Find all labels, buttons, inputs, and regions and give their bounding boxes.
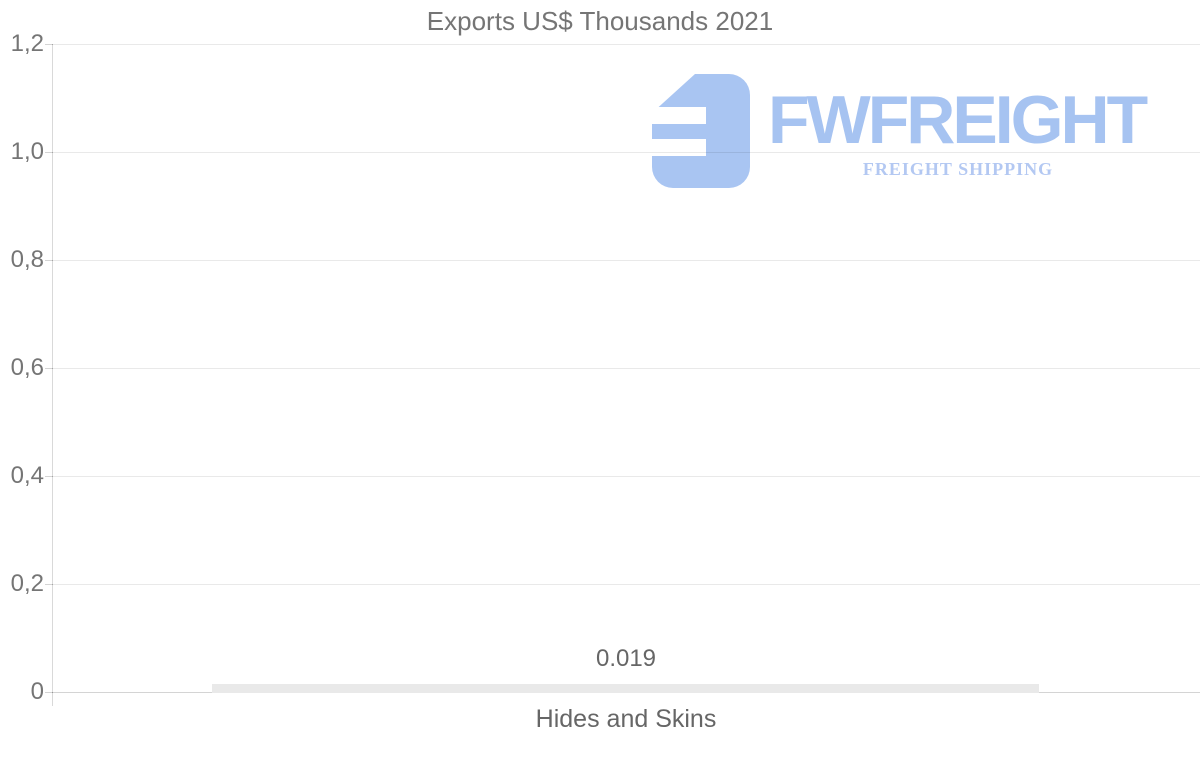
y-tick-label-0-4: 0,4 (10, 462, 44, 489)
gridline-0-8 (52, 260, 1200, 261)
bar-value-label: 0.019 (595, 645, 657, 672)
y-tick-mark (45, 692, 53, 693)
y-tick-label-0: 0 (30, 678, 44, 705)
y-axis-line (52, 44, 53, 706)
y-tick-label-0-8: 0,8 (10, 246, 44, 273)
y-tick-label-0-2: 0,2 (10, 570, 44, 597)
y-tick-label-1-0: 1,0 (10, 138, 44, 165)
y-tick-mark (45, 44, 53, 45)
gridline-1-2 (52, 44, 1200, 45)
y-tick-mark (45, 152, 53, 153)
watermark-logo: FWFREIGHT FREIGHT SHIPPING (652, 74, 1152, 194)
y-tick-mark (45, 260, 53, 261)
watermark-tagline-text: FREIGHT SHIPPING (862, 159, 1054, 179)
bar-hides-and-skins (212, 684, 1039, 693)
x-category-label: Hides and Skins (535, 705, 717, 733)
y-tick-label-0-6: 0,6 (10, 354, 44, 381)
fwfreight-logo-icon (652, 74, 750, 188)
gridline-1-0 (52, 152, 1200, 153)
gridline-0-6 (52, 368, 1200, 369)
chart-title: Exports US$ Thousands 2021 (426, 6, 774, 36)
gridline-0-4 (52, 476, 1200, 477)
y-tick-mark (45, 584, 53, 585)
y-tick-mark (45, 476, 53, 477)
watermark-brand-text: FWFREIGHT (768, 82, 1148, 158)
y-tick-mark (45, 368, 53, 369)
gridline-0-2 (52, 584, 1200, 585)
y-tick-label-1-2: 1,2 (10, 30, 44, 57)
